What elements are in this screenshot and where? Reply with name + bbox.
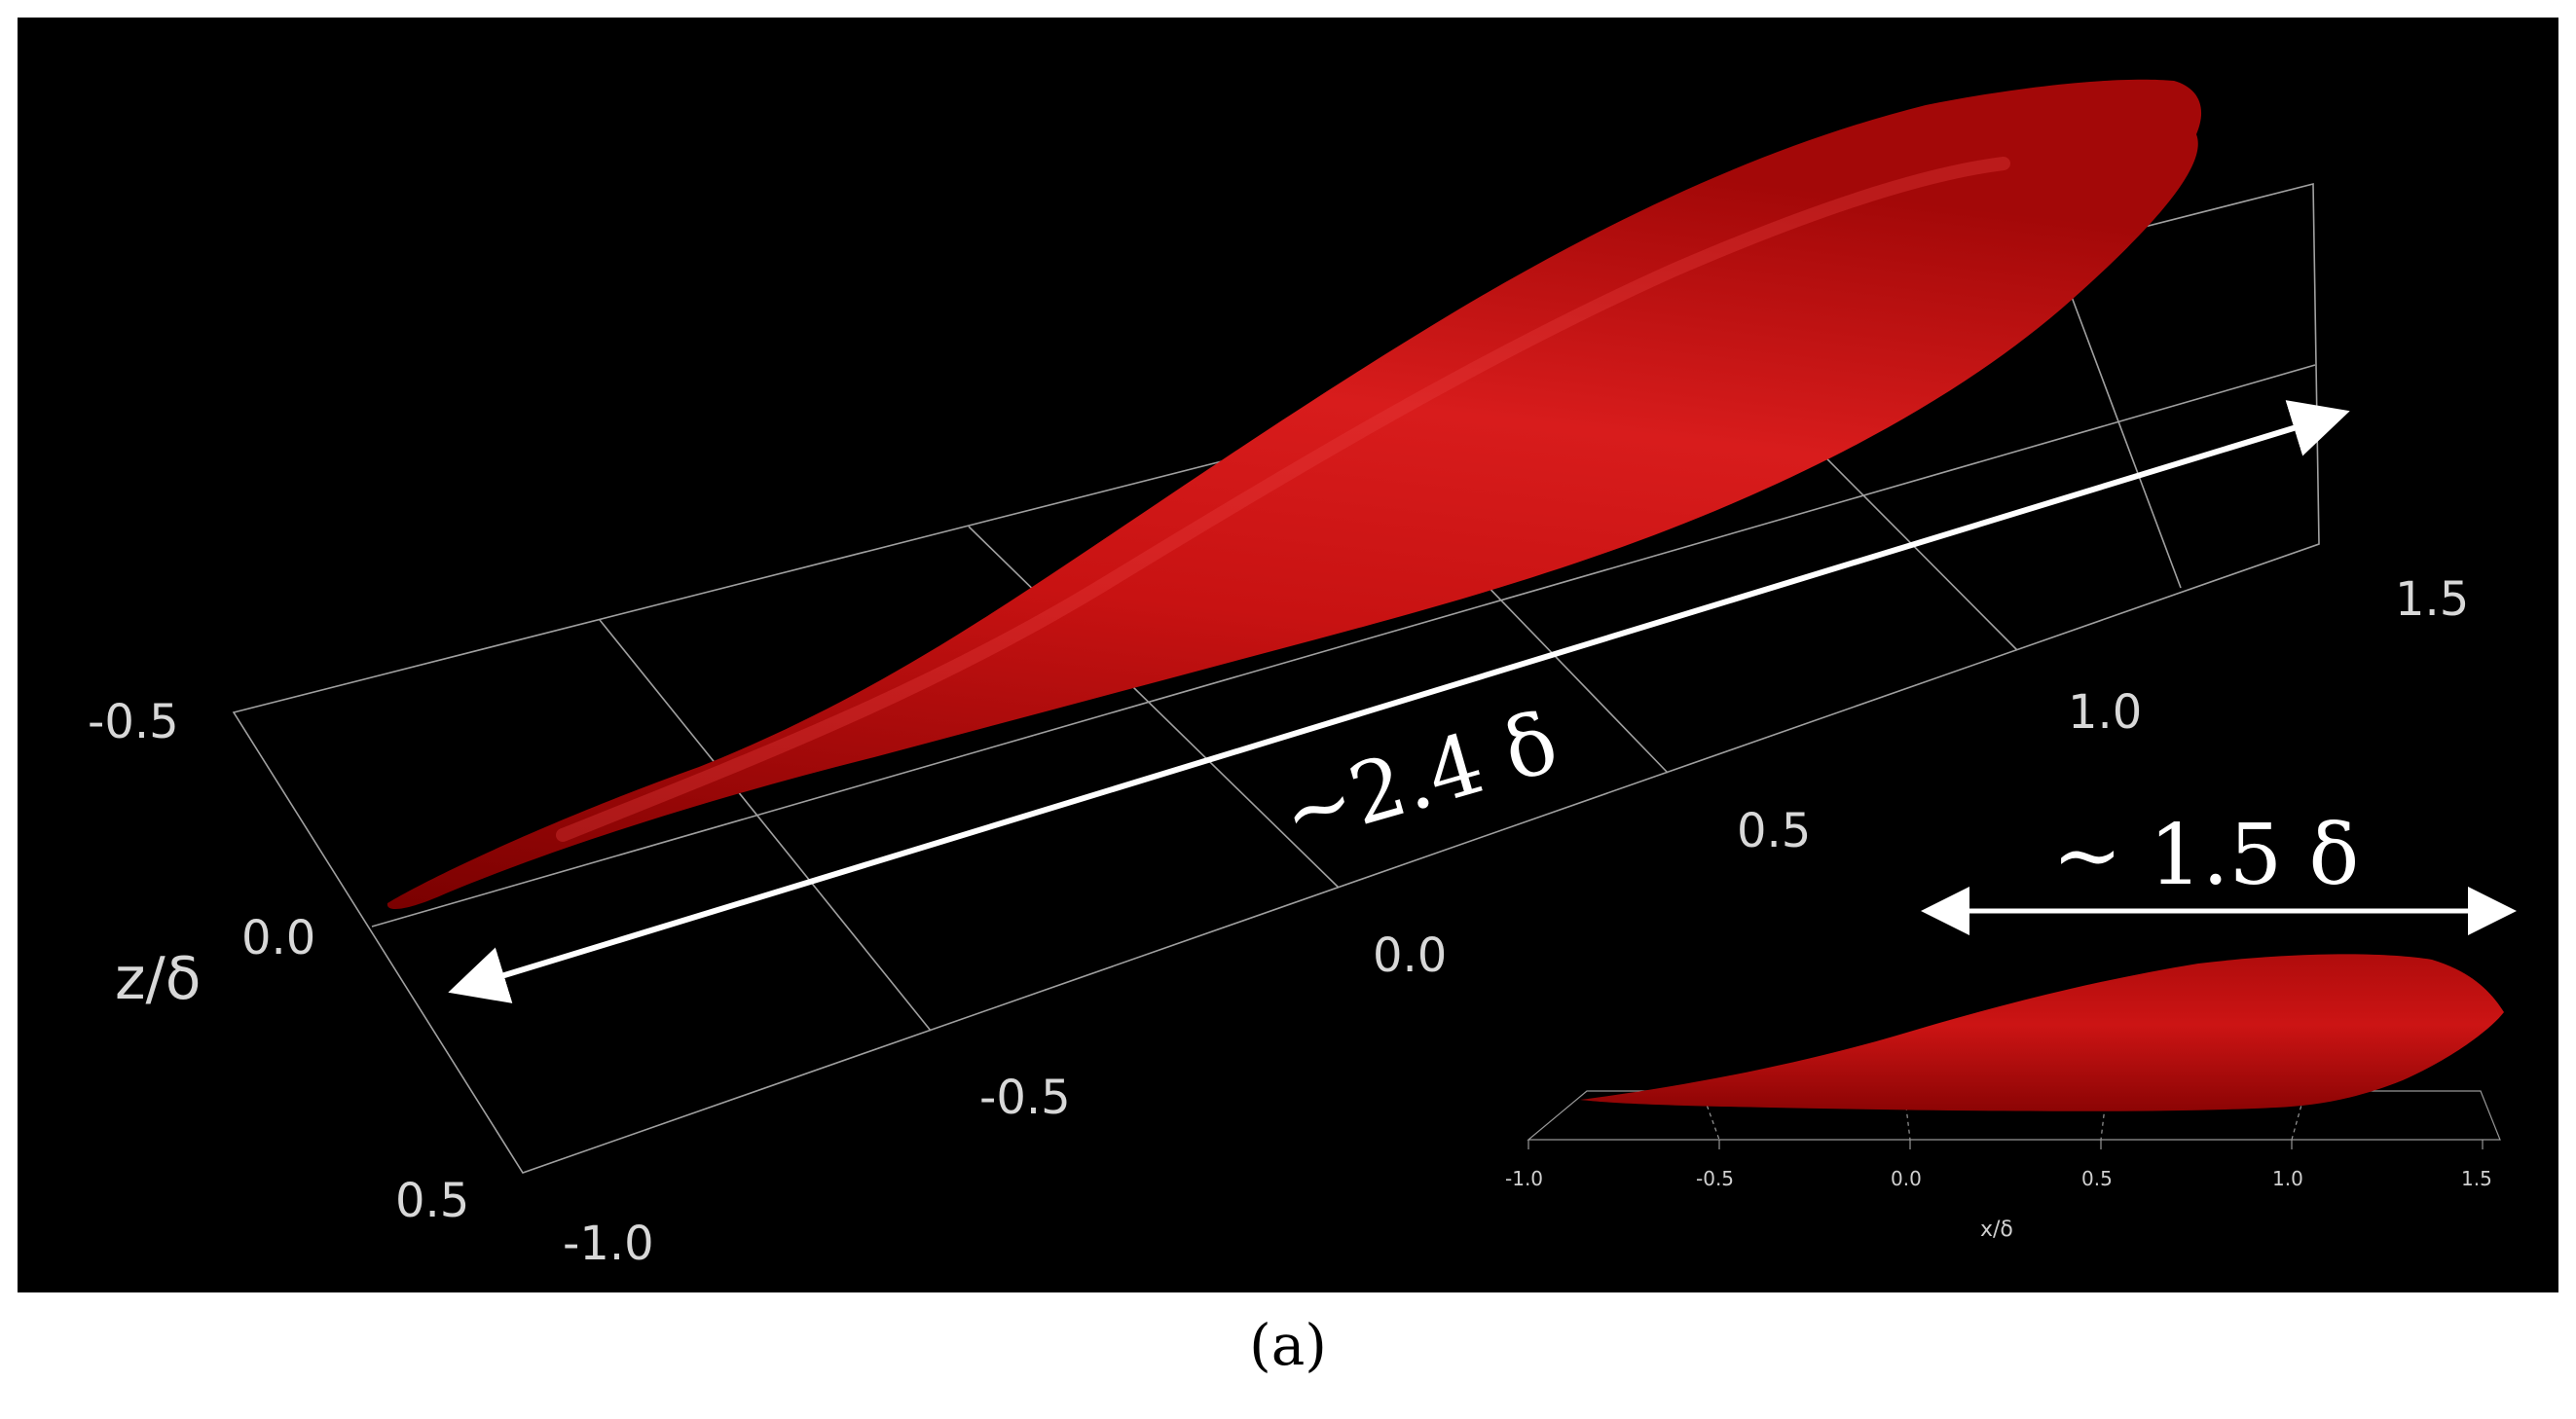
x-axis: -1.0 -0.5 0.0 0.5 1.0 1.5	[563, 572, 2469, 1271]
z-tick-label: 0.5	[395, 1174, 469, 1228]
inset-x-tick-label: -0.5	[1696, 1167, 1734, 1190]
length-arrow-main	[448, 400, 2350, 1003]
inset-x-tick-label: -1.0	[1505, 1167, 1543, 1190]
x-tick-label: -0.5	[979, 1071, 1071, 1125]
inset-x-tick-label: 0.0	[1891, 1167, 1922, 1190]
x-tick-label: -1.0	[563, 1217, 654, 1271]
inset-x-axis-title: x/δ	[1980, 1218, 2013, 1242]
length-annotation-main: ~2.4 δ	[1271, 694, 1567, 864]
z-tick-label: -0.5	[88, 695, 179, 749]
panel-caption: (a)	[1249, 1312, 1327, 1378]
x-tick-label: 1.5	[2395, 572, 2469, 627]
x-tick-label: 0.5	[1737, 804, 1811, 858]
figure-panel: ~2.4 δ -0.5 0.0 0.5 z/δ -1.0 -0.5 0.0 0.…	[18, 18, 2558, 1292]
inset-x-tick-label: 1.0	[2272, 1167, 2303, 1190]
inset-x-tick-label: 1.5	[2461, 1167, 2492, 1190]
z-axis: -0.5 0.0 0.5 z/δ	[88, 695, 469, 1228]
inset-box	[1527, 1090, 2501, 1141]
inset-x-tick-label: 0.5	[2081, 1167, 2113, 1190]
z-axis-title: z/δ	[115, 945, 201, 1013]
isosurface-scene: ~2.4 δ -0.5 0.0 0.5 z/δ -1.0 -0.5 0.0 0.…	[88, 79, 2517, 1271]
z-tick-label: 0.0	[241, 911, 315, 965]
x-tick-label: 1.0	[2068, 685, 2142, 740]
grid-line-x	[2053, 249, 2182, 589]
inset-structure	[1580, 954, 2504, 1111]
length-annotation-inset: ~ 1.5 δ	[2052, 807, 2359, 904]
x-tick-label: 0.0	[1373, 928, 1447, 983]
inset-view: ~ 1.5 δ -1.0 -0.5 0.0 0.5 1.0 1.5 x/δ	[1505, 807, 2517, 1242]
